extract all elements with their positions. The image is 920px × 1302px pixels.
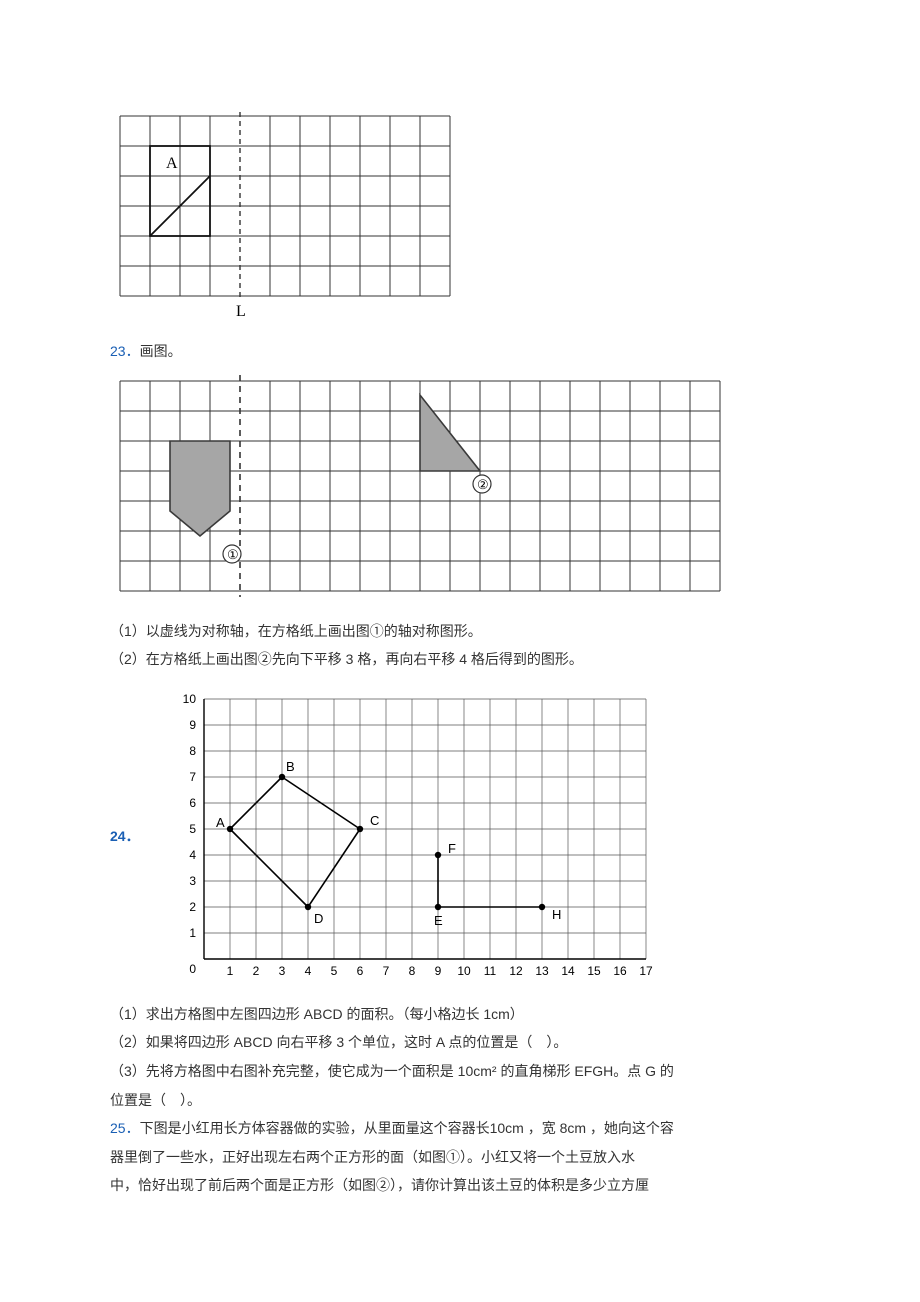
q23-part1: （1）以虚线为对称轴，在方格纸上画出图①的轴对称图形。 xyxy=(110,618,810,645)
svg-text:16: 16 xyxy=(613,964,627,978)
q23-heading: 23．画图。 xyxy=(110,338,810,365)
q24-number: 24． xyxy=(110,823,160,850)
q25-line3: 中，恰好出现了前后两个面是正方形（如图②），请你计算出该土豆的体积是多少立方厘 xyxy=(110,1172,810,1199)
svg-text:10: 10 xyxy=(457,964,471,978)
svg-text:1: 1 xyxy=(189,926,196,940)
svg-text:8: 8 xyxy=(409,964,416,978)
svg-text:7: 7 xyxy=(383,964,390,978)
svg-text:5: 5 xyxy=(331,964,338,978)
svg-text:C: C xyxy=(370,813,379,828)
q24-part3a: （3）先将方格图中右图补充完整，使它成为一个面积是 10cm² 的直角梯形 EF… xyxy=(110,1058,810,1085)
q23-title: 画图。 xyxy=(140,343,182,359)
svg-text:3: 3 xyxy=(189,874,196,888)
svg-text:E: E xyxy=(434,913,443,928)
svg-text:B: B xyxy=(286,759,295,774)
q24-part2: （2）如果将四边形 ABCD 向右平移 3 个单位，这时 A 点的位置是（ ）。 xyxy=(110,1029,810,1056)
q24-part3b: 位置是（ ）。 xyxy=(110,1087,810,1114)
svg-text:14: 14 xyxy=(561,964,575,978)
svg-text:13: 13 xyxy=(535,964,549,978)
q25-line1: 下图是小红用长方体容器做的实验，从里面量这个容器长10cm ，宽 8cm ，她向… xyxy=(140,1120,674,1136)
q23-number: 23． xyxy=(110,343,140,359)
svg-text:6: 6 xyxy=(357,964,364,978)
svg-text:4: 4 xyxy=(305,964,312,978)
svg-text:11: 11 xyxy=(484,964,497,978)
svg-text:2: 2 xyxy=(253,964,260,978)
q23-grid: ① ② xyxy=(110,371,810,606)
svg-text:0: 0 xyxy=(189,962,196,976)
svg-text:F: F xyxy=(448,841,456,856)
svg-text:1: 1 xyxy=(227,964,234,978)
svg-text:A: A xyxy=(216,815,225,830)
svg-text:D: D xyxy=(314,911,323,926)
svg-text:6: 6 xyxy=(189,796,196,810)
shape2-label: ② xyxy=(477,477,489,492)
svg-text:5: 5 xyxy=(189,822,196,836)
q25-line2: 器里倒了一些水，正好出现左右两个正方形的面（如图①）。小红又将一个土豆放入水 xyxy=(110,1144,810,1171)
q25-number: 25． xyxy=(110,1120,140,1136)
q24-chart: 1234567891011121314151617123456789100ABC… xyxy=(164,681,664,987)
svg-text:15: 15 xyxy=(587,964,601,978)
svg-text:9: 9 xyxy=(435,964,442,978)
svg-text:H: H xyxy=(552,907,561,922)
svg-text:9: 9 xyxy=(189,718,196,732)
svg-text:10: 10 xyxy=(183,692,197,706)
shape1-label: ① xyxy=(227,547,239,562)
svg-text:3: 3 xyxy=(279,964,286,978)
svg-text:17: 17 xyxy=(639,964,653,978)
svg-text:12: 12 xyxy=(509,964,523,978)
label-A: A xyxy=(166,155,178,172)
svg-text:2: 2 xyxy=(189,900,196,914)
svg-text:7: 7 xyxy=(189,770,196,784)
grid-figure-top: A L xyxy=(110,106,810,326)
svg-text:4: 4 xyxy=(189,848,196,862)
q25-line1-wrap: 25．下图是小红用长方体容器做的实验，从里面量这个容器长10cm ，宽 8cm … xyxy=(110,1115,810,1142)
svg-text:8: 8 xyxy=(189,744,196,758)
q24-part1: （1）求出方格图中左图四边形 ABCD 的面积。（每小格边长 1cm） xyxy=(110,1001,810,1028)
q23-part2: （2）在方格纸上画出图②先向下平移 3 格，再向右平移 4 格后得到的图形。 xyxy=(110,651,583,667)
label-L: L xyxy=(236,303,246,320)
